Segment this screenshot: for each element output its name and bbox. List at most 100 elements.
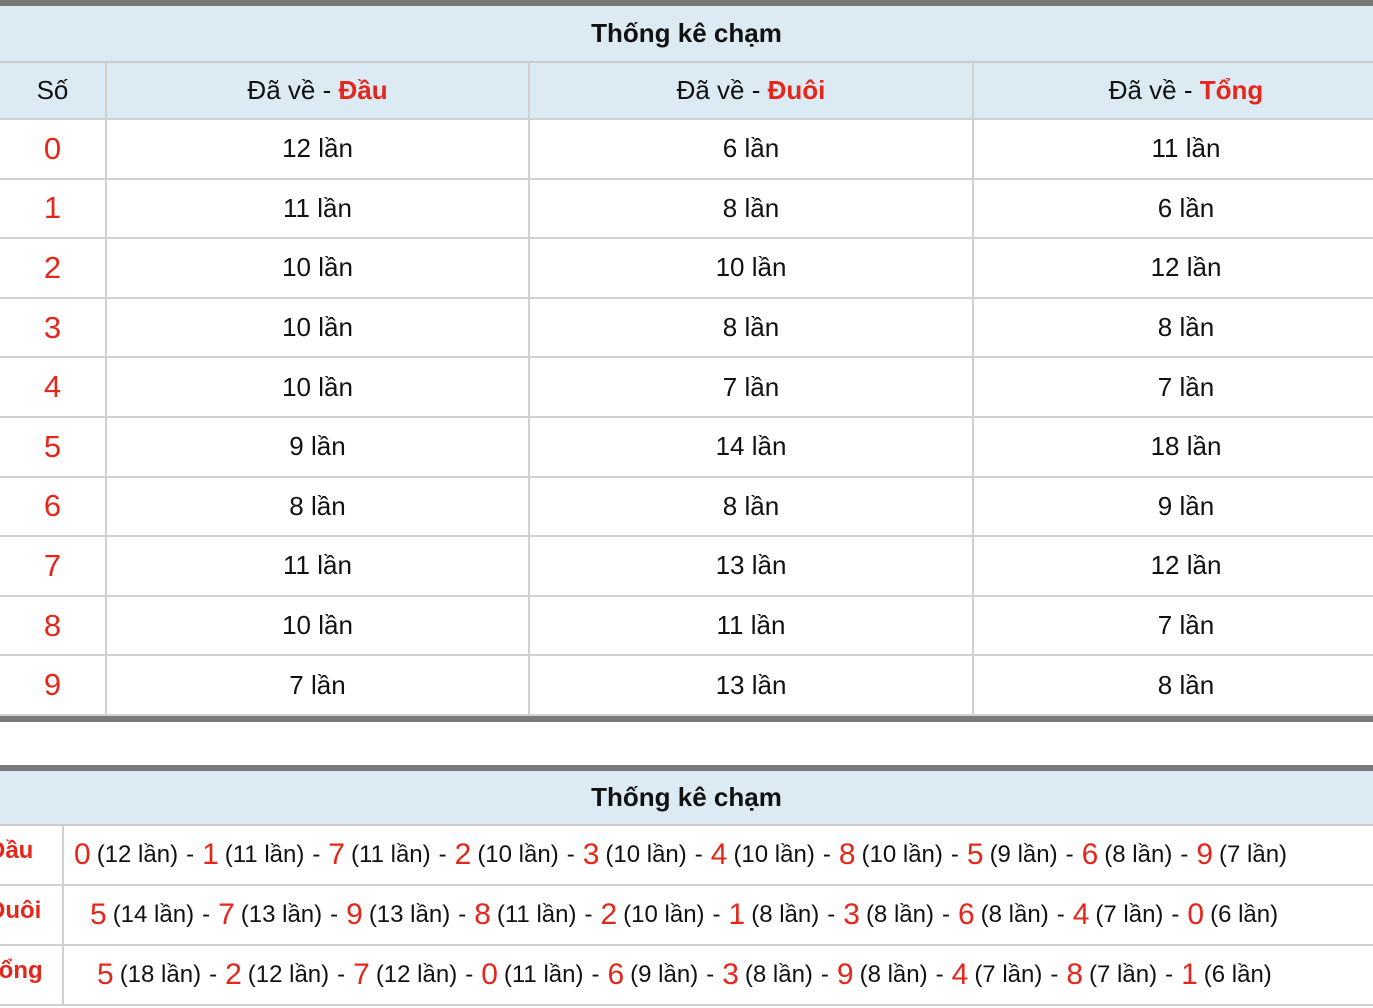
cell-text: 2 — [43, 249, 62, 285]
header-text: Đã về - — [247, 75, 339, 105]
count-cell: 13 lần — [530, 537, 974, 597]
cell-text: 11 lần — [716, 610, 786, 641]
separator: - — [186, 841, 195, 868]
separator: - — [458, 901, 467, 928]
items-line: 0 (12 lần) -1 (11 lần) -7 (11 lần) -2 (10 lần) -… — [64, 826, 1373, 886]
count-cell: 12 lần — [974, 239, 1373, 299]
separator: - — [1171, 901, 1180, 928]
digit: 1 — [1181, 958, 1198, 991]
count: (10 lần) — [861, 841, 943, 868]
cell-text: 8 lần — [1157, 669, 1215, 700]
row-label: Đầu — [0, 837, 34, 864]
separator: - — [591, 961, 600, 988]
digit: 0 — [74, 838, 91, 871]
cell-text: 8 lần — [722, 312, 780, 343]
digit-cell: 0 — [0, 120, 107, 180]
cell-text: 0 — [43, 130, 62, 166]
count: (10 lần) — [623, 901, 705, 928]
digit: 3 — [843, 898, 860, 931]
cell-text: 8 lần — [722, 192, 780, 223]
count-cell: 10 lần — [107, 358, 530, 418]
cell-text: 10 lần — [282, 610, 353, 641]
separator: - — [566, 841, 575, 868]
separator: - — [694, 841, 703, 868]
cell-text: 10 lần — [282, 312, 353, 343]
separator: - — [209, 961, 218, 988]
table-title: Thống kê chạm — [0, 771, 1373, 826]
digit: 2 — [225, 958, 242, 991]
digit-cell: 9 — [0, 656, 107, 716]
digit: 8 — [838, 838, 856, 871]
digit-cell: 8 — [0, 596, 107, 657]
cell-text: 7 lần — [1157, 610, 1215, 641]
count-cell: 11 lần — [107, 537, 530, 597]
count: (13 lần) — [240, 901, 323, 928]
cell-text: 8 lần — [722, 490, 780, 521]
count: (11 lần) — [351, 841, 431, 868]
digit-cell: 6 — [0, 477, 107, 538]
count-cell: 7 lần — [107, 656, 530, 716]
cell-text: 8 — [43, 607, 62, 643]
cell-text: 11 lần — [283, 192, 352, 223]
cell-text: 5 — [43, 428, 62, 464]
digit: 6 — [957, 898, 975, 931]
count: (8 lần) — [865, 901, 934, 928]
count-cell: 12 lần — [974, 537, 1373, 597]
header-text: Đã về - — [676, 75, 768, 105]
count-cell: 8 lần — [530, 179, 974, 240]
count-cell: 7 lần — [530, 358, 974, 418]
count: (11 lần) — [503, 961, 584, 988]
count: (8 lần) — [751, 901, 820, 928]
separator: - — [1050, 961, 1059, 988]
top-border — [0, 0, 1373, 6]
digit-cell: 1 — [0, 179, 107, 240]
digit: 0 — [1187, 898, 1205, 931]
count: (9 lần) — [989, 841, 1058, 868]
count-cell: 8 lần — [530, 298, 974, 359]
table-title: Thống kê chạm — [0, 6, 1373, 63]
count: (8 lần) — [744, 961, 813, 988]
count: (10 lần) — [605, 841, 687, 868]
row-label: Tổng — [0, 957, 43, 984]
separator: - — [438, 841, 447, 868]
digit: 6 — [1081, 838, 1099, 871]
count-cell: 8 lần — [974, 656, 1373, 716]
count: (6 lần) — [1203, 961, 1272, 988]
header-text: Đã về - — [1108, 75, 1200, 105]
count: (18 lần) — [119, 961, 202, 988]
cell-text: 8 lần — [1157, 312, 1215, 343]
cell-text: 3 — [43, 309, 62, 345]
cell-text: 6 — [43, 488, 62, 524]
count: (12 lần) — [247, 961, 330, 988]
count-cell: 10 lần — [530, 239, 974, 299]
header-cell: Đã về - Đuôi — [530, 63, 974, 120]
digit: 3 — [722, 958, 739, 991]
count: (8 lần) — [1104, 841, 1173, 868]
header-cell: Đã về - Tổng — [974, 63, 1373, 120]
digit: 2 — [454, 838, 472, 871]
cell-text: 7 lần — [1157, 371, 1215, 402]
cell-text: 12 lần — [282, 133, 353, 164]
separator: - — [950, 841, 959, 868]
digit: 6 — [607, 958, 625, 991]
digit: 2 — [600, 898, 618, 931]
count-cell: 14 lần — [530, 418, 974, 478]
separator: - — [822, 841, 831, 868]
separator: - — [820, 961, 829, 988]
items-line: 5 (14 lần) -7 (13 lần) -9 (13 lần) -8 (11 lần) -… — [64, 886, 1373, 946]
cell-text: 14 lần — [715, 431, 787, 462]
cell-text: 6 lần — [1157, 192, 1215, 223]
count-cell: 11 lần — [107, 179, 530, 240]
digit: 8 — [1066, 958, 1084, 991]
count-cell: 7 lần — [974, 358, 1373, 418]
digit: 4 — [951, 958, 969, 991]
separator: - — [712, 901, 721, 928]
digit: 8 — [474, 898, 491, 931]
count: (8 lần) — [859, 961, 928, 988]
separator: - — [1165, 961, 1174, 988]
cell-text: 18 lần — [1150, 431, 1222, 462]
digit: 3 — [582, 838, 600, 871]
header-text: Số — [36, 75, 69, 105]
count-cell: 9 lần — [974, 478, 1373, 538]
separator: - — [202, 901, 211, 928]
